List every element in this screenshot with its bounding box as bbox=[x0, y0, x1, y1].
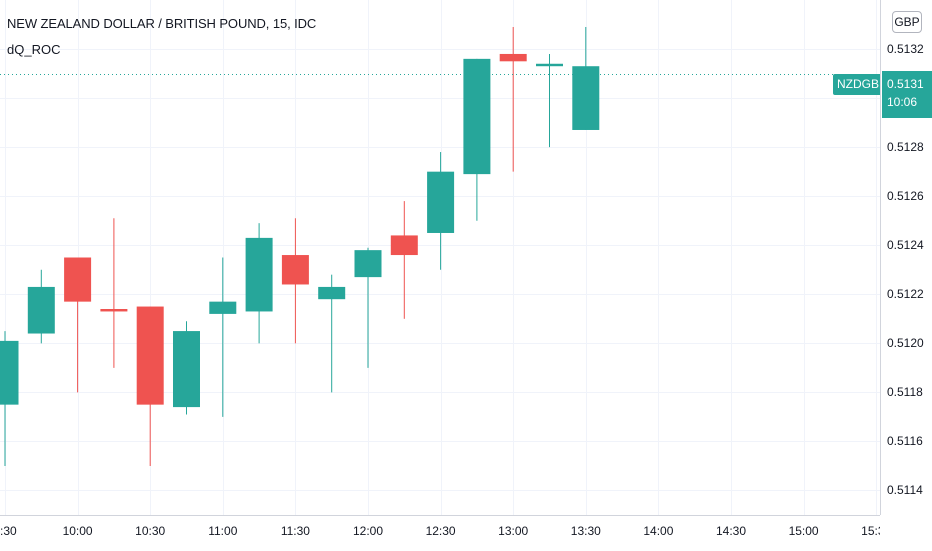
candle-body bbox=[281, 255, 309, 285]
time-tick-label: 14:00 bbox=[643, 524, 674, 538]
candle-body bbox=[318, 286, 346, 300]
price-tick-label: 0.5120 bbox=[887, 336, 924, 351]
price-tick-label: 0.5114 bbox=[887, 483, 923, 498]
time-tick-label: 9:30 bbox=[0, 524, 17, 538]
countdown-timer: 10:06 bbox=[887, 95, 918, 109]
candle-body bbox=[64, 257, 92, 302]
last-price-tag: 0.5131 10:06 bbox=[882, 71, 932, 118]
candle-body bbox=[209, 301, 237, 314]
last-price-value: 0.5131 bbox=[887, 77, 924, 91]
candle-body bbox=[572, 66, 600, 130]
candle-body bbox=[0, 340, 19, 405]
candle-body bbox=[173, 331, 200, 408]
price-tick-label: 0.5118 bbox=[887, 385, 923, 400]
time-tick-label: 14:30 bbox=[715, 524, 747, 538]
candle-body bbox=[245, 237, 273, 312]
time-axis[interactable]: 9:30 10:00 10:30 11:00 11:30 12:00 12:30 13:00 1… bbox=[0, 515, 880, 551]
time-tick-label: 13:00 bbox=[498, 524, 529, 538]
candlestick-chart[interactable] bbox=[0, 0, 880, 515]
time-tick-label: 11:00 bbox=[208, 524, 238, 538]
time-tick-label: 10:00 bbox=[62, 524, 93, 538]
time-tick-label: 15:30 bbox=[861, 524, 880, 538]
candle-body bbox=[499, 53, 527, 62]
candle-body bbox=[463, 58, 491, 175]
price-tick-label: 0.5132 bbox=[887, 42, 924, 57]
price-tick-label: 0.5126 bbox=[887, 189, 924, 204]
indicator-label[interactable]: dQ_ROC bbox=[7, 42, 61, 57]
time-tick-label: 15:00 bbox=[788, 524, 819, 538]
currency-button[interactable]: GBP bbox=[892, 11, 922, 33]
candle-body bbox=[536, 63, 563, 67]
symbol-label: NZDGBP bbox=[833, 74, 880, 95]
time-tick-label: 12:00 bbox=[352, 524, 384, 538]
price-tick-label: 0.5128 bbox=[887, 140, 924, 155]
candle-body bbox=[100, 309, 128, 312]
price-tick-label: 0.5116 bbox=[887, 434, 923, 449]
candle-body bbox=[27, 286, 55, 334]
price-tick-label: 0.5122 bbox=[887, 287, 924, 302]
candle-body bbox=[354, 250, 382, 278]
candle-body bbox=[136, 306, 164, 405]
chart-area[interactable]: NEW ZEALAND DOLLAR / BRITISH POUND, 15, … bbox=[0, 0, 880, 515]
candle-body bbox=[390, 235, 418, 256]
price-tick-label: 0.5124 bbox=[887, 238, 924, 253]
candle-body bbox=[427, 171, 455, 233]
time-tick-label: 10:30 bbox=[135, 524, 166, 538]
chart-title[interactable]: NEW ZEALAND DOLLAR / BRITISH POUND, 15, … bbox=[7, 16, 317, 31]
time-tick-label: 13:30 bbox=[570, 524, 601, 538]
time-tick-label: 12:30 bbox=[425, 524, 456, 538]
time-tick-label: 11:30 bbox=[280, 524, 310, 538]
